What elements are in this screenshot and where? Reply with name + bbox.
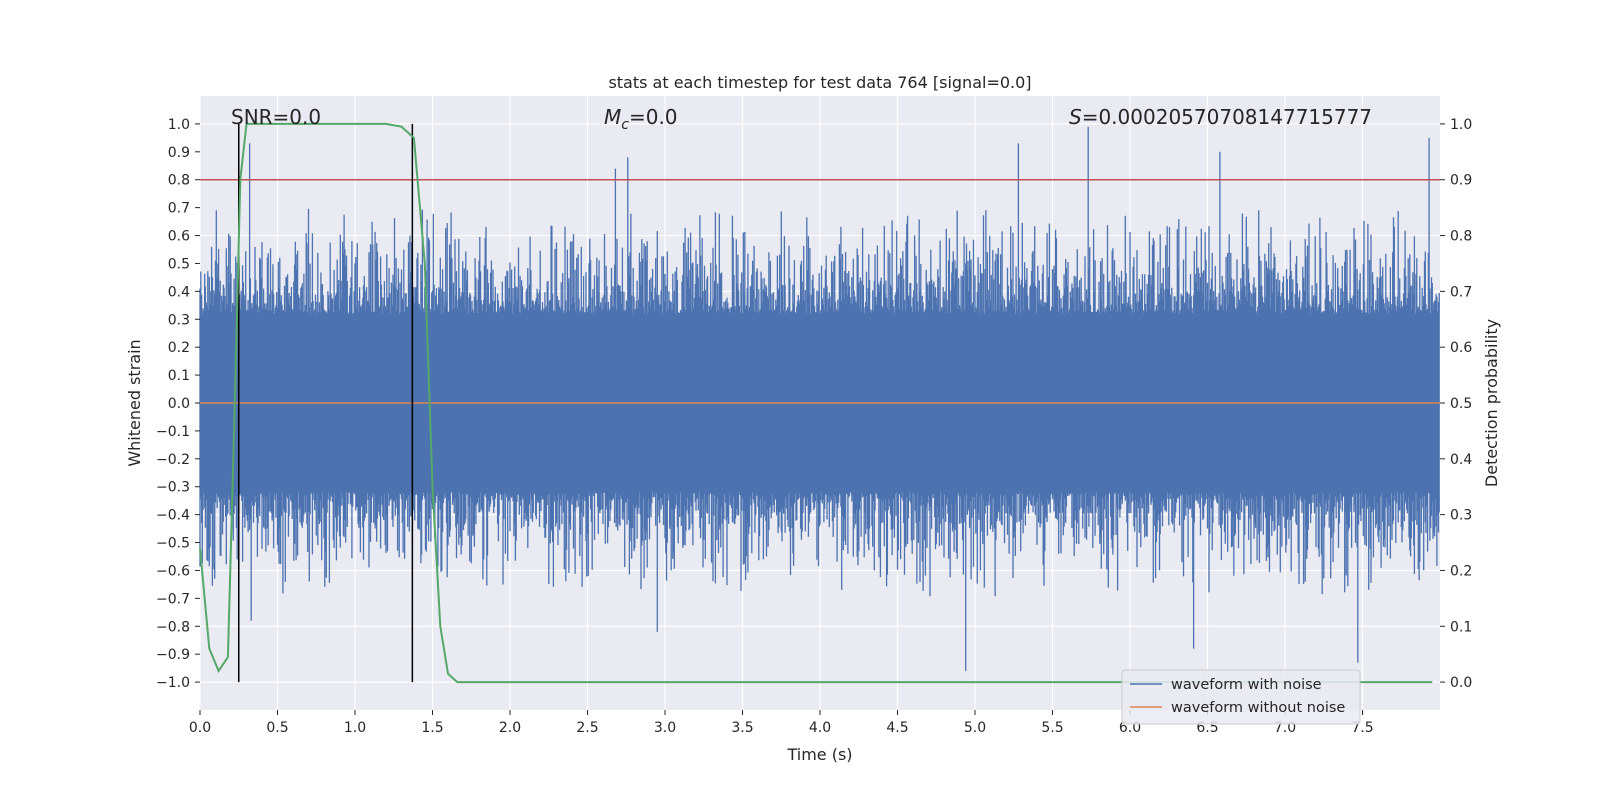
y-left-tick-label: 0.4 <box>168 284 190 300</box>
x-tick-label: 1.0 <box>344 720 366 736</box>
y-left-tick-label: 0.2 <box>168 340 190 356</box>
chirp-mass-subscript: c <box>621 117 629 133</box>
x-tick-label: 0.5 <box>266 720 288 736</box>
y-left-tick-label: 0.1 <box>168 368 190 384</box>
y-left-axis-label: Whitened strain <box>125 339 144 466</box>
snr-annotation: SNR=0.0 <box>231 105 321 129</box>
y-left-tick-label: 1.0 <box>168 117 190 133</box>
x-tick-label: 3.5 <box>731 720 753 736</box>
y-left-tick-label: −0.2 <box>156 452 190 468</box>
y-right-tick-label: 0.5 <box>1450 396 1472 412</box>
chirp-mass-symbol: M <box>604 105 621 129</box>
y-left-tick-label: 0.0 <box>168 396 190 412</box>
chart-title: stats at each timestep for test data 764… <box>608 73 1031 92</box>
y-right-tick-label: 0.2 <box>1450 563 1472 579</box>
x-axis-label: Time (s) <box>786 745 852 764</box>
y-left-tick-label: −0.7 <box>156 591 190 607</box>
y-left-tick-label: −1.0 <box>156 675 190 691</box>
y-left-tick-labels: 1.0 0.9 0.8 0.7 0.6 0.5 0.4 0.3 0.2 0.1 0.0 −0.1 −0.… <box>156 117 200 691</box>
x-tick-label: 5.5 <box>1041 720 1063 736</box>
legend-label-clean: waveform without noise <box>1171 700 1345 716</box>
y-left-tick-label: 0.3 <box>168 312 190 328</box>
y-right-axis-label: Detection probability <box>1482 319 1501 487</box>
s-annotation: S=0.00020570708147715777 <box>1069 105 1372 129</box>
y-left-tick-label: 0.6 <box>168 229 190 245</box>
y-right-tick-label: 0.8 <box>1450 229 1472 245</box>
legend-box <box>1121 669 1361 725</box>
chirp-mass-annotation: Mc=0.0 <box>604 105 678 133</box>
y-left-tick-label: −0.4 <box>156 508 190 524</box>
x-tick-label: 2.5 <box>576 720 598 736</box>
x-tick-label: 3.0 <box>654 720 676 736</box>
x-tick-label: 4.5 <box>886 720 908 736</box>
y-right-tick-label: 0.3 <box>1450 508 1472 524</box>
s-symbol: S <box>1069 105 1082 129</box>
series-detection-probability <box>199 122 1433 684</box>
x-tick-label: 1.5 <box>421 720 443 736</box>
y-left-tick-label: 0.8 <box>168 173 190 189</box>
y-right-tick-label: 0.1 <box>1450 619 1472 635</box>
chirp-mass-value: =0.0 <box>629 105 678 129</box>
y-left-tick-label: 0.9 <box>168 145 190 161</box>
x-tick-label: 2.0 <box>499 720 521 736</box>
y-left-tick-label: −0.6 <box>156 563 190 579</box>
y-right-tick-labels: 1.0 0.9 0.8 0.7 0.6 0.5 0.4 0.3 0.2 0.1 0.0 <box>1440 117 1472 691</box>
y-left-tick-label: 0.7 <box>168 201 190 217</box>
y-left-tick-label: 0.5 <box>168 256 190 272</box>
y-left-tick-label: −0.1 <box>156 424 190 440</box>
y-right-tick-label: 0.6 <box>1450 340 1472 356</box>
y-right-tick-label: 0.4 <box>1450 452 1472 468</box>
y-left-tick-label: −0.3 <box>156 480 190 496</box>
y-right-tick-label: 0.9 <box>1450 173 1472 189</box>
x-tick-label: 5.0 <box>964 720 986 736</box>
x-tick-label: 4.0 <box>809 720 831 736</box>
y-left-tick-label: −0.8 <box>156 619 190 635</box>
y-right-tick-label: 0.0 <box>1450 675 1472 691</box>
y-right-tick-label: 1.0 <box>1450 117 1472 133</box>
y-right-tick-label: 0.7 <box>1450 284 1472 300</box>
legend: waveform with noise waveform without noi… <box>1121 669 1361 725</box>
s-value: =0.00020570708147715777 <box>1082 105 1372 129</box>
x-tick-label: 0.0 <box>189 720 211 736</box>
legend-label-noise: waveform with noise <box>1171 677 1322 693</box>
y-left-tick-label: −0.9 <box>156 647 190 663</box>
y-left-tick-label: −0.5 <box>156 536 190 552</box>
